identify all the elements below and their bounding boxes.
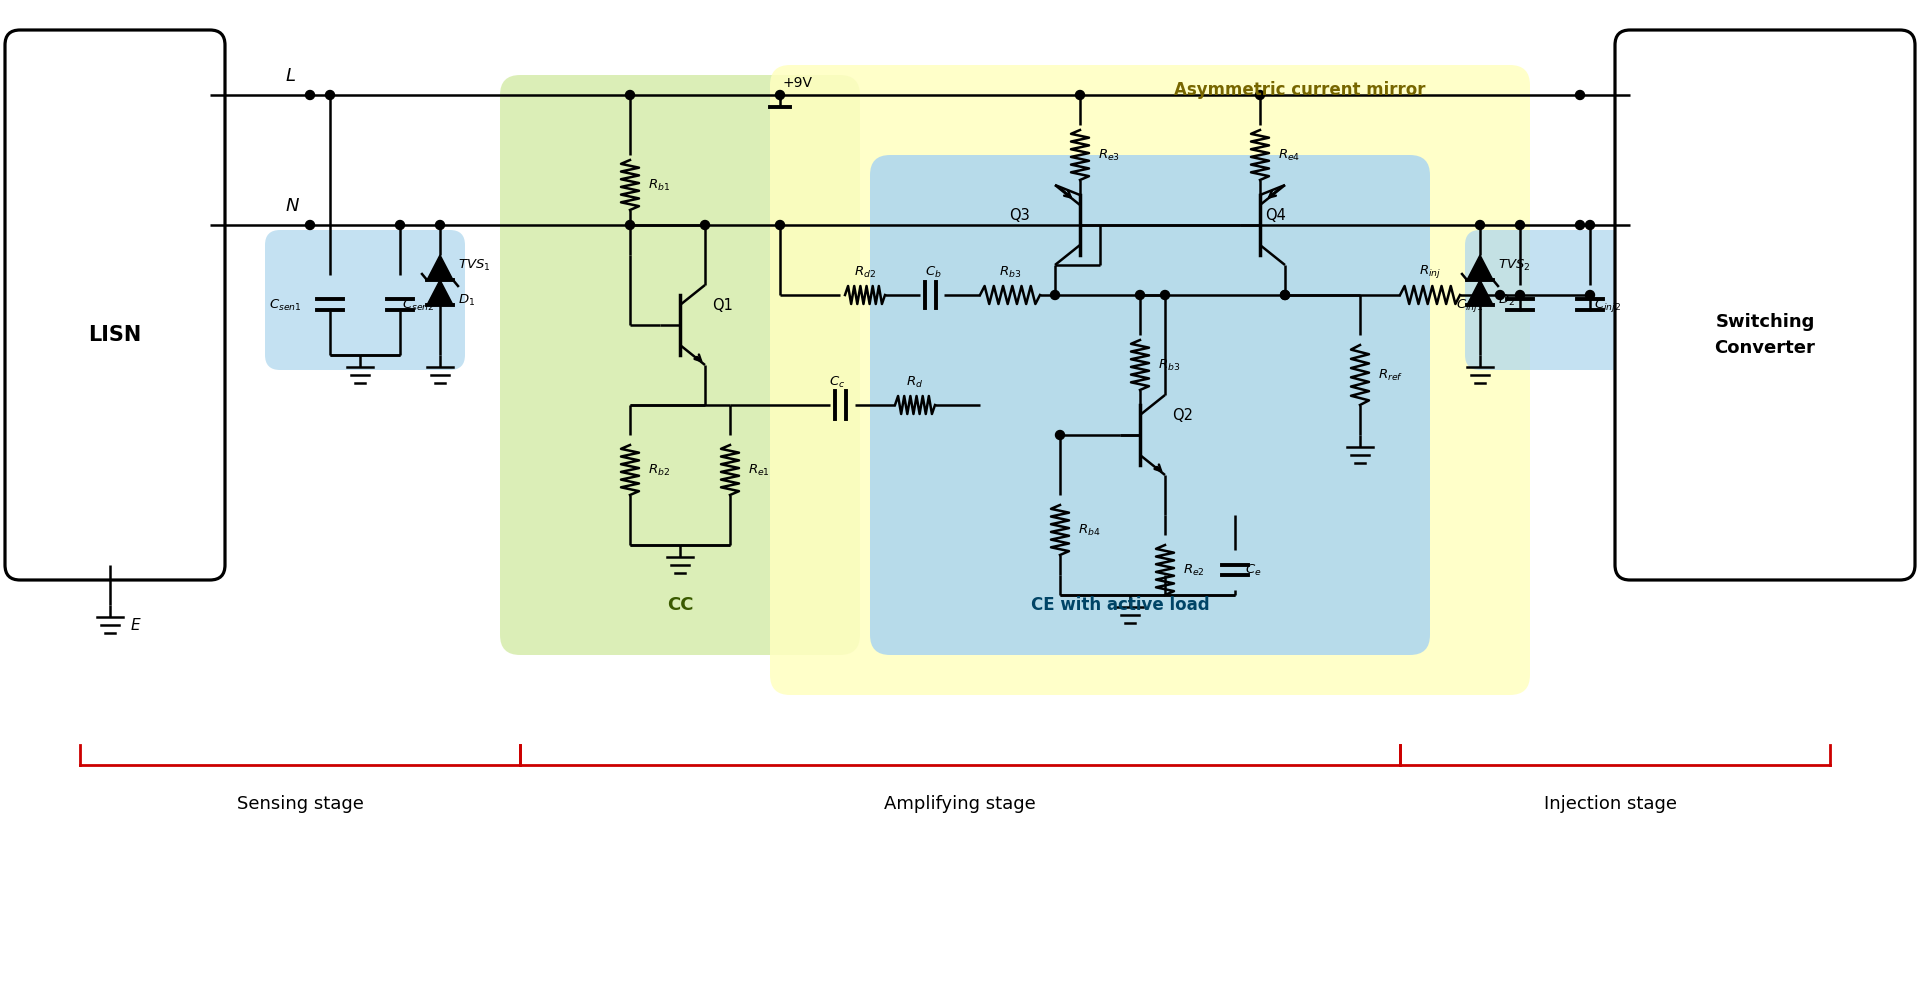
Circle shape <box>626 90 634 99</box>
Text: $C_b$: $C_b$ <box>925 265 941 280</box>
Text: $R_{e3}$: $R_{e3}$ <box>1098 148 1119 163</box>
Polygon shape <box>426 280 453 305</box>
Circle shape <box>396 220 405 229</box>
Text: $D_2$: $D_2$ <box>1498 292 1515 308</box>
FancyBboxPatch shape <box>870 155 1430 655</box>
Circle shape <box>1475 220 1484 229</box>
Text: $R_{e4}$: $R_{e4}$ <box>1279 148 1300 163</box>
Text: $N$: $N$ <box>284 197 300 215</box>
Circle shape <box>1056 430 1064 439</box>
FancyBboxPatch shape <box>1465 230 1665 370</box>
FancyBboxPatch shape <box>1615 30 1914 580</box>
Text: Amplifying stage: Amplifying stage <box>883 795 1037 813</box>
Text: $R_{inj}$: $R_{inj}$ <box>1419 263 1442 280</box>
Polygon shape <box>426 255 453 280</box>
Circle shape <box>1515 220 1524 229</box>
Circle shape <box>1515 290 1524 299</box>
Text: $L$: $L$ <box>284 67 296 85</box>
Circle shape <box>436 220 445 229</box>
Text: Q1: Q1 <box>712 297 733 313</box>
Text: $C_e$: $C_e$ <box>1244 563 1261 578</box>
Text: $R_{b1}$: $R_{b1}$ <box>649 178 670 193</box>
Text: $R_{e2}$: $R_{e2}$ <box>1183 563 1206 578</box>
Text: Asymmetric current mirror: Asymmetric current mirror <box>1175 81 1427 99</box>
Circle shape <box>1160 290 1169 299</box>
Text: CE with active load: CE with active load <box>1031 596 1210 614</box>
Text: $C_c$: $C_c$ <box>829 375 845 390</box>
Text: Q4: Q4 <box>1265 207 1286 222</box>
Circle shape <box>1586 290 1594 299</box>
Text: $TVS_2$: $TVS_2$ <box>1498 257 1530 272</box>
Text: $R_d$: $R_d$ <box>906 375 924 390</box>
Text: $D_1$: $D_1$ <box>459 292 476 308</box>
Text: $E$: $E$ <box>131 617 142 633</box>
Polygon shape <box>1467 255 1494 280</box>
FancyBboxPatch shape <box>499 75 860 655</box>
Text: $R_{b3}$: $R_{b3}$ <box>998 265 1021 280</box>
Circle shape <box>776 90 785 99</box>
Text: $R_{b4}$: $R_{b4}$ <box>1077 523 1100 538</box>
Text: $R_{ref}$: $R_{ref}$ <box>1379 368 1404 383</box>
Text: $R_{e1}$: $R_{e1}$ <box>749 462 770 477</box>
Circle shape <box>626 220 634 229</box>
Text: $C_{sen2}$: $C_{sen2}$ <box>401 297 434 313</box>
Text: LISN: LISN <box>88 325 142 345</box>
Circle shape <box>776 220 785 229</box>
Circle shape <box>1281 290 1290 299</box>
Text: $C_{inj1}$: $C_{inj1}$ <box>1457 296 1484 314</box>
Text: +9V: +9V <box>781 76 812 90</box>
Text: Injection stage: Injection stage <box>1544 795 1676 813</box>
Text: Q2: Q2 <box>1171 407 1192 422</box>
Circle shape <box>305 90 315 99</box>
Text: $C_{sen1}$: $C_{sen1}$ <box>269 297 301 313</box>
Circle shape <box>1281 290 1290 299</box>
Circle shape <box>1576 220 1584 229</box>
Circle shape <box>1586 220 1594 229</box>
Circle shape <box>1075 90 1085 99</box>
FancyBboxPatch shape <box>770 65 1530 695</box>
Circle shape <box>305 220 315 229</box>
Text: CC: CC <box>666 596 693 614</box>
Polygon shape <box>1467 280 1494 305</box>
Text: $R_{d2}$: $R_{d2}$ <box>854 265 876 280</box>
Circle shape <box>1576 90 1584 99</box>
FancyBboxPatch shape <box>265 230 465 370</box>
Circle shape <box>701 220 710 229</box>
Circle shape <box>1256 90 1265 99</box>
Text: Sensing stage: Sensing stage <box>236 795 363 813</box>
Text: $R_{b3}$: $R_{b3}$ <box>1158 358 1181 373</box>
Circle shape <box>326 90 334 99</box>
Circle shape <box>1135 290 1144 299</box>
FancyBboxPatch shape <box>6 30 225 580</box>
Text: $TVS_1$: $TVS_1$ <box>459 257 492 272</box>
Circle shape <box>1050 290 1060 299</box>
Circle shape <box>1496 290 1505 299</box>
Text: Switching
Converter: Switching Converter <box>1715 313 1816 357</box>
Text: $R_{b2}$: $R_{b2}$ <box>649 462 670 477</box>
Text: Q3: Q3 <box>1010 207 1029 222</box>
Text: $C_{inj2}$: $C_{inj2}$ <box>1594 296 1622 314</box>
